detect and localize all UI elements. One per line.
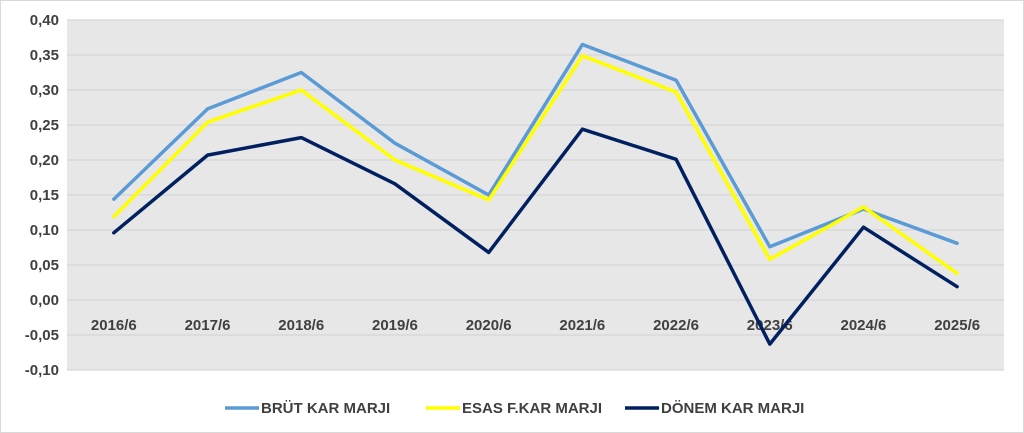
y-tick-label: 0,40	[30, 12, 59, 29]
x-tick-label: 2025/6	[934, 317, 980, 334]
series-line	[112, 53, 959, 276]
x-tick-label: 2022/6	[653, 317, 699, 334]
y-tick-label: -0,10	[25, 362, 59, 379]
y-tick-label: 0,35	[30, 47, 59, 64]
series-lines	[112, 42, 959, 346]
x-tick-label: 2016/6	[91, 317, 137, 334]
y-tick-label: 0,30	[30, 82, 59, 99]
legend-label: ESAS F.KAR MARJI	[462, 400, 602, 417]
series-line	[112, 127, 959, 346]
y-tick-label: 0,05	[30, 257, 59, 274]
x-tick-label: 2021/6	[559, 317, 605, 334]
legend-label: DÖNEM KAR MARJI	[661, 400, 804, 417]
y-tick-label: 0,15	[30, 187, 59, 204]
y-tick-label: 0,00	[30, 292, 59, 309]
y-axis-ticks: -0,10 -0,05 0,00 0,05 0,10 0,15 0,20 0,25 0,30 0,…	[25, 12, 59, 379]
y-tick-label: 0,25	[30, 117, 59, 134]
y-tick-label: -0,05	[25, 327, 59, 344]
x-tick-label: 2019/6	[372, 317, 418, 334]
legend: BRÜT KAR MARJI ESAS F.KAR MARJI DÖNEM KAR …	[225, 400, 804, 417]
x-tick-label: 2020/6	[466, 317, 512, 334]
x-tick-label: 2018/6	[278, 317, 324, 334]
x-tick-label: 2017/6	[185, 317, 231, 334]
gridlines	[67, 19, 1004, 371]
legend-label: BRÜT KAR MARJI	[261, 400, 390, 417]
series-line	[112, 42, 959, 249]
y-tick-label: 0,20	[30, 152, 59, 169]
x-tick-label: 2024/6	[841, 317, 887, 334]
y-tick-label: 0,10	[30, 222, 59, 239]
